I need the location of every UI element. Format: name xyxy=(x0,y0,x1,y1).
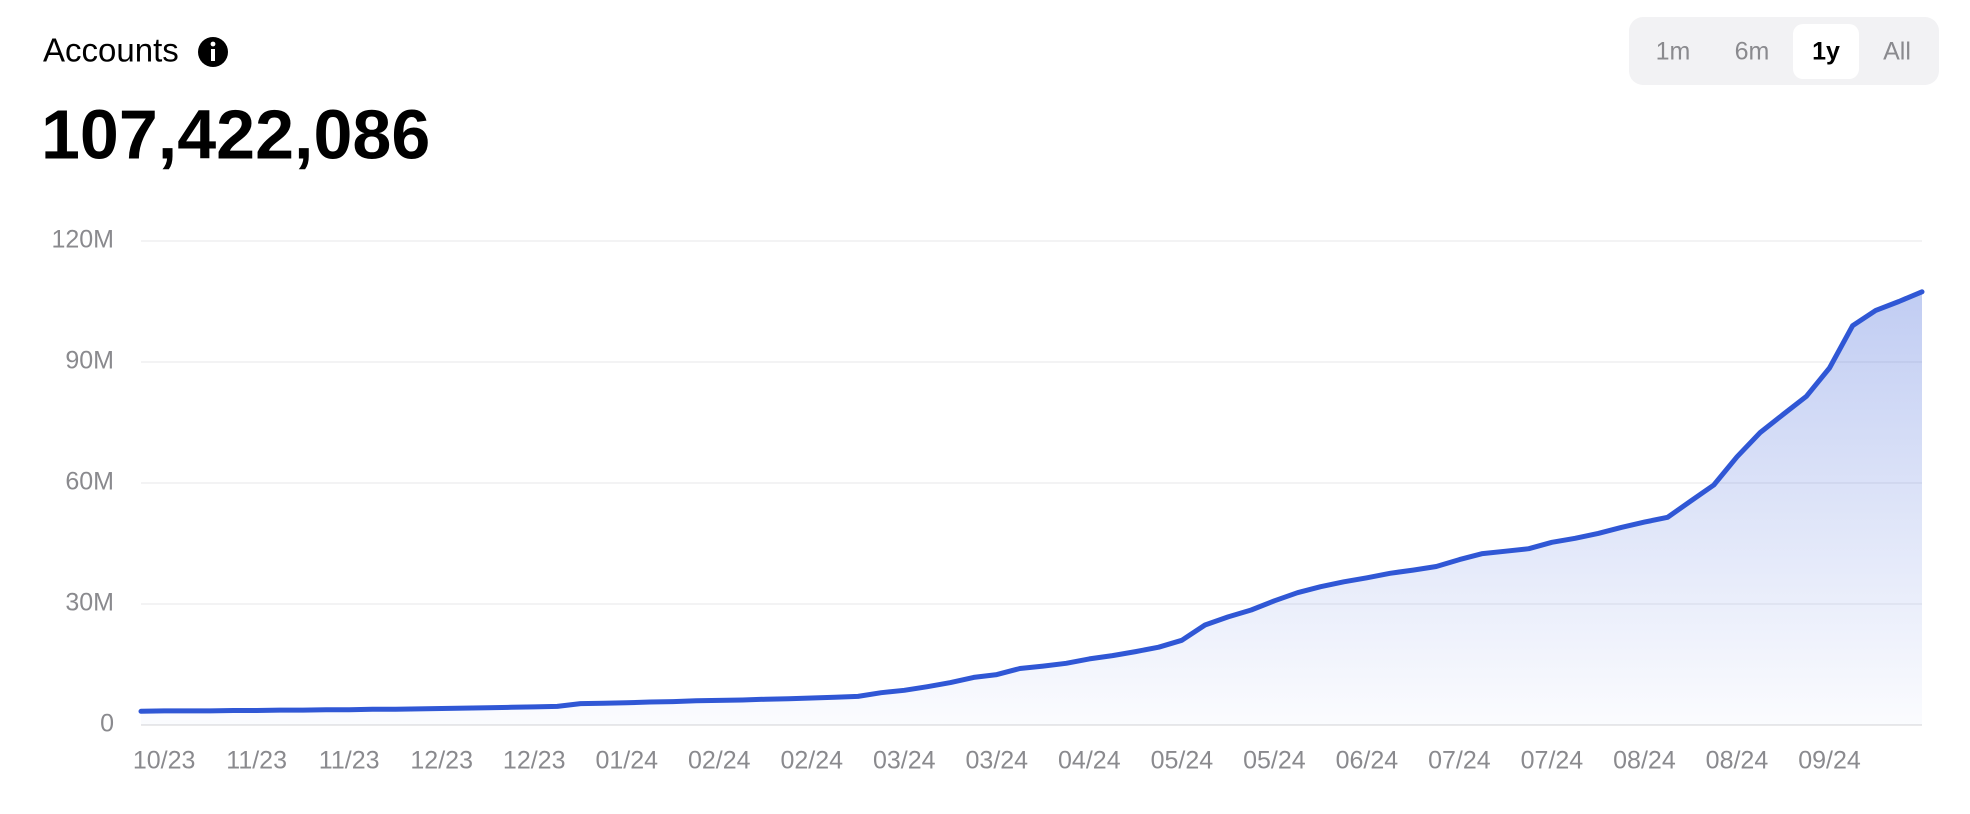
chart: 0 30M 60M 90M 120M 10/23 11/23 11/23 12/23 12/23 0… xyxy=(51,226,1925,775)
x-tick-label: 05/24 xyxy=(1151,747,1214,775)
y-tick-label: 60M xyxy=(65,468,114,496)
y-tick-label: 90M xyxy=(65,347,114,375)
x-tick-label: 02/24 xyxy=(780,747,843,775)
y-tick-label: 120M xyxy=(51,226,114,254)
range-button[interactable]: 1y xyxy=(1812,38,1840,66)
x-tick-label: 09/24 xyxy=(1798,747,1861,775)
x-tick-label: 06/24 xyxy=(1336,747,1399,775)
range-button[interactable]: 6m xyxy=(1735,38,1770,66)
x-tick-label: 03/24 xyxy=(873,747,936,775)
x-tick-label: 07/24 xyxy=(1428,747,1491,775)
x-tick-label: 12/23 xyxy=(410,747,473,775)
total-value: 107,422,086 xyxy=(41,95,430,173)
x-tick-label: 01/24 xyxy=(595,747,658,775)
range-selector xyxy=(1629,17,1939,85)
title: Accounts xyxy=(43,32,179,69)
line xyxy=(138,289,1925,714)
info-icon-dot[interactable] xyxy=(210,41,216,47)
x-tick-label: 12/23 xyxy=(503,747,566,775)
area-fill xyxy=(141,291,1922,725)
y-tick-label: 0 xyxy=(100,710,114,738)
x-tick-label: 05/24 xyxy=(1243,747,1306,775)
x-tick-label: 11/23 xyxy=(226,747,287,775)
range-buttons: 1m 6m 1y All xyxy=(1656,24,1911,79)
y-tick-label: 30M xyxy=(65,589,114,617)
info-icon-stem[interactable] xyxy=(211,49,215,61)
x-tick-label: 03/24 xyxy=(966,747,1029,775)
info-icon[interactable] xyxy=(198,37,228,67)
x-tick-label: 04/24 xyxy=(1058,747,1121,775)
range-button[interactable]: 1m xyxy=(1656,38,1691,66)
x-tick-label: 02/24 xyxy=(688,747,751,775)
x-tick-label: 07/24 xyxy=(1521,747,1584,775)
x-tick-label: 08/24 xyxy=(1613,747,1676,775)
range-button-selected[interactable] xyxy=(1793,24,1859,79)
range-button[interactable]: All xyxy=(1883,38,1911,66)
x-tick-label: 08/24 xyxy=(1706,747,1769,775)
x-tick-label: 10/23 xyxy=(133,747,196,775)
x-tick-label: 11/23 xyxy=(319,747,380,775)
